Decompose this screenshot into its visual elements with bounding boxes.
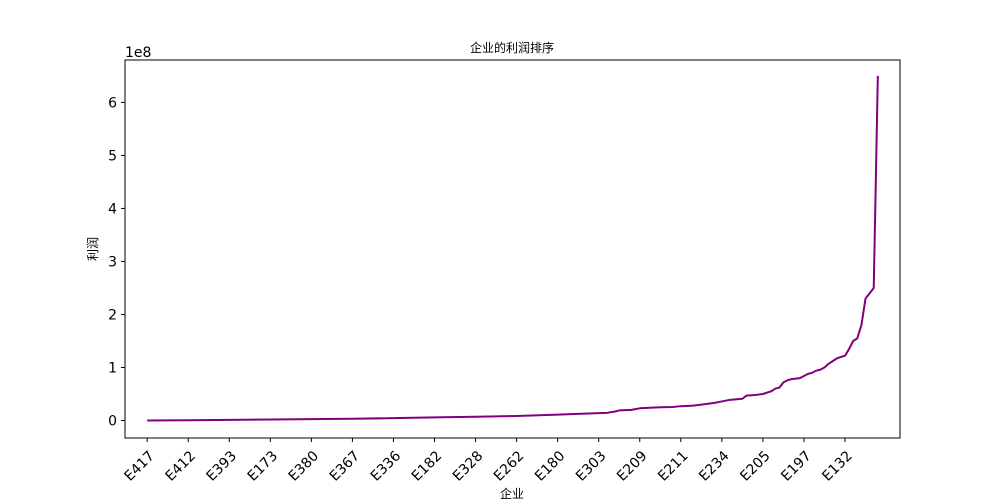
x-tick-label: E205 <box>737 448 773 484</box>
x-tick-label: E328 <box>450 448 486 484</box>
y-tick-label: 2 <box>108 307 117 323</box>
x-axis-label: 企业 <box>500 486 524 500</box>
y-tick-label: 5 <box>108 148 117 164</box>
y-tick-label: 3 <box>108 254 117 270</box>
x-tick-label: E417 <box>121 448 157 484</box>
series-line-0 <box>147 75 879 422</box>
plot-frame <box>124 59 901 439</box>
x-tick-label: E211 <box>655 448 691 484</box>
x-tick-label: E336 <box>368 448 405 485</box>
x-tick-label: E303 <box>573 448 609 484</box>
y-tick-label: 6 <box>108 95 117 111</box>
x-tick-label: E393 <box>204 448 240 484</box>
y-tick-label: 4 <box>108 201 117 217</box>
x-tick-label: E173 <box>245 448 281 484</box>
x-tick-label: E367 <box>327 448 363 484</box>
x-tick-label: E209 <box>614 448 650 484</box>
y-axis-label: 利润 <box>86 237 100 261</box>
y-tick-label: 0 <box>108 414 117 430</box>
x-tick-label: E182 <box>409 448 445 484</box>
x-tick-label: E234 <box>696 448 733 485</box>
x-tick-label: E262 <box>491 448 527 484</box>
y-tick-label: 1 <box>108 360 117 376</box>
x-tick-label: E412 <box>163 448 199 484</box>
x-tick-label: E180 <box>532 448 568 484</box>
x-tick-label: E132 <box>819 448 855 484</box>
x-tick-label: E380 <box>286 448 322 484</box>
chart-title: 企业的利润排序 <box>470 40 554 55</box>
y-axis-exponent: 1e8 <box>125 45 151 61</box>
x-tick-label: E197 <box>778 448 814 484</box>
